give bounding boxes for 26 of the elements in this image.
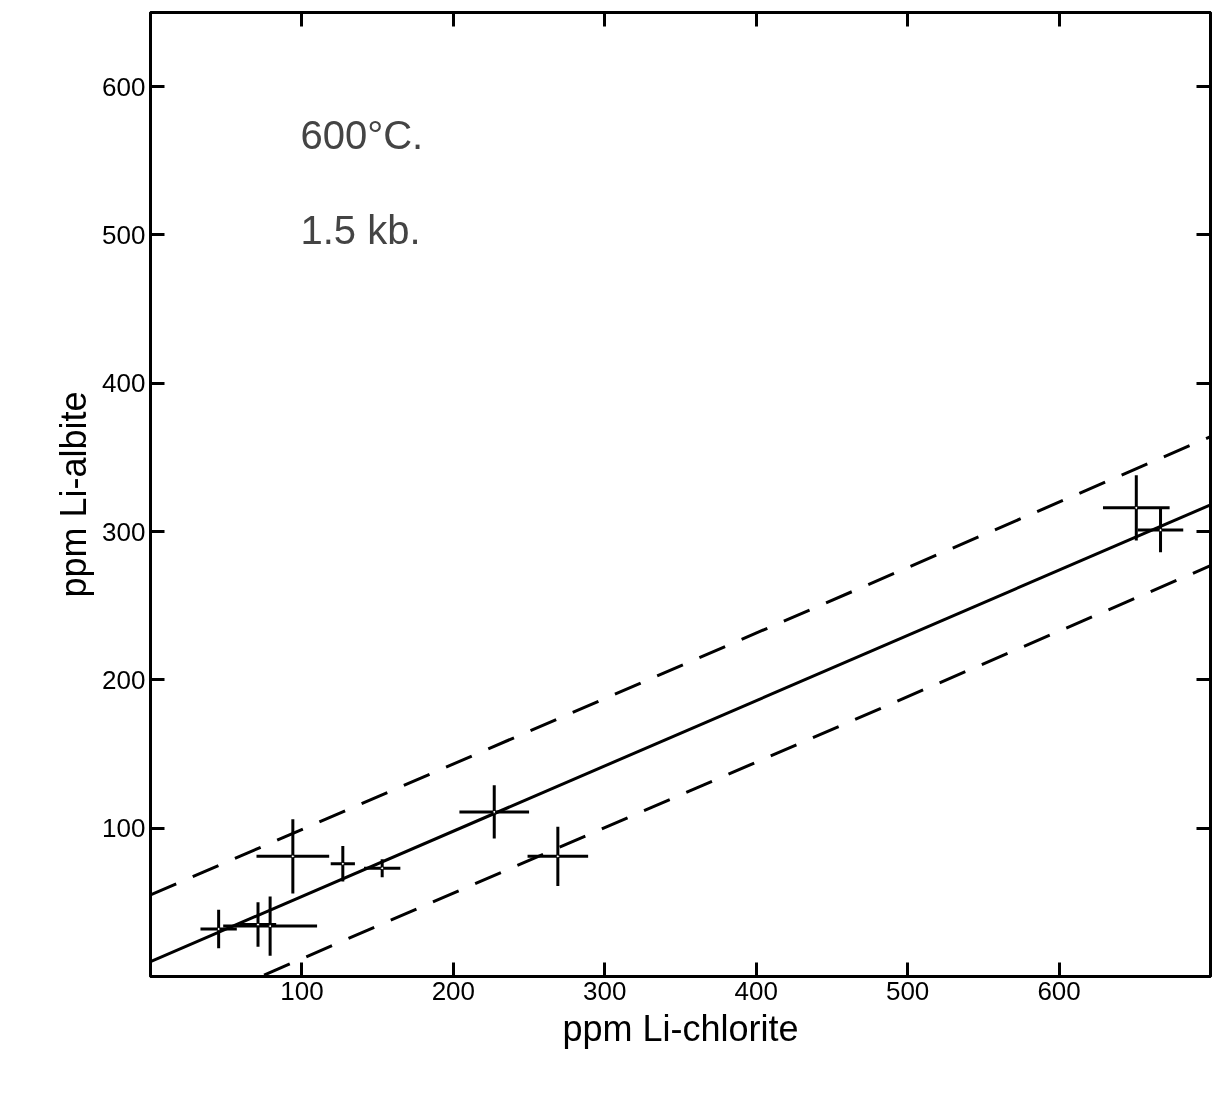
annotation: 600°C. [300, 112, 424, 157]
y-tick-label: 200 [102, 664, 146, 695]
point [216, 927, 221, 932]
y-tick-label: 600 [102, 71, 146, 102]
point [492, 809, 497, 814]
y-tick-label: 500 [102, 219, 146, 250]
x-axis-title: ppm Li-chlorite [562, 1007, 799, 1049]
x-tick-label: 500 [885, 975, 930, 1006]
x-tick-label: 600 [1037, 975, 1081, 1006]
point [256, 922, 261, 927]
annotation: 1.5 kb. [300, 207, 421, 252]
point [268, 924, 273, 929]
x-tick-label: 300 [583, 975, 627, 1006]
point [1134, 505, 1139, 510]
point [555, 854, 560, 859]
y-axis-title: ppm Li-albite [53, 391, 95, 598]
y-tick-label: 100 [102, 813, 146, 844]
x-tick-label: 400 [734, 975, 778, 1006]
x-tick-label: 100 [280, 975, 324, 1006]
point [1158, 528, 1163, 533]
point [380, 866, 385, 871]
y-tick-label: 300 [102, 516, 146, 547]
y-tick-label: 400 [102, 368, 146, 399]
x-tick-label: 200 [431, 975, 476, 1006]
point [340, 861, 345, 866]
point [290, 854, 295, 859]
